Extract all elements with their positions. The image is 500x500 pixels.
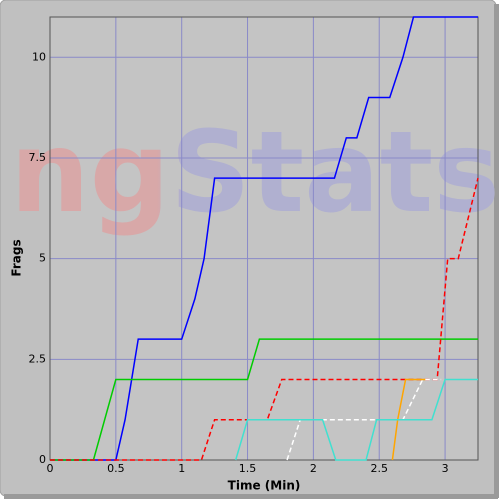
y-tick-label: 5 bbox=[39, 252, 46, 265]
x-tick-label: 0.5 bbox=[107, 462, 125, 475]
y-tick-label: 0 bbox=[39, 453, 46, 466]
x-tick-label: 1.5 bbox=[239, 462, 257, 475]
y-axis-label: Frags bbox=[10, 239, 24, 276]
x-tick-label: 2.5 bbox=[370, 462, 388, 475]
series-line bbox=[234, 378, 478, 461]
x-tick-label: 3 bbox=[442, 462, 449, 475]
x-tick-label: 0 bbox=[47, 462, 54, 475]
x-axis-label: Time (Min) bbox=[228, 479, 301, 493]
plot-border bbox=[49, 16, 479, 461]
x-tick-label: 2 bbox=[310, 462, 317, 475]
series-line bbox=[50, 177, 479, 461]
shadow bbox=[4, 494, 498, 499]
plot-area bbox=[50, 17, 478, 460]
x-tick-label: 1 bbox=[178, 462, 185, 475]
series-line bbox=[391, 378, 426, 461]
watermark: ngStats bbox=[10, 108, 500, 238]
y-tick-label: 2.5 bbox=[29, 352, 47, 365]
y-tick-label: 7.5 bbox=[29, 151, 47, 164]
shadow bbox=[494, 4, 499, 498]
y-tick-label: 10 bbox=[32, 50, 46, 63]
watermark-mark: TM bbox=[464, 151, 480, 162]
